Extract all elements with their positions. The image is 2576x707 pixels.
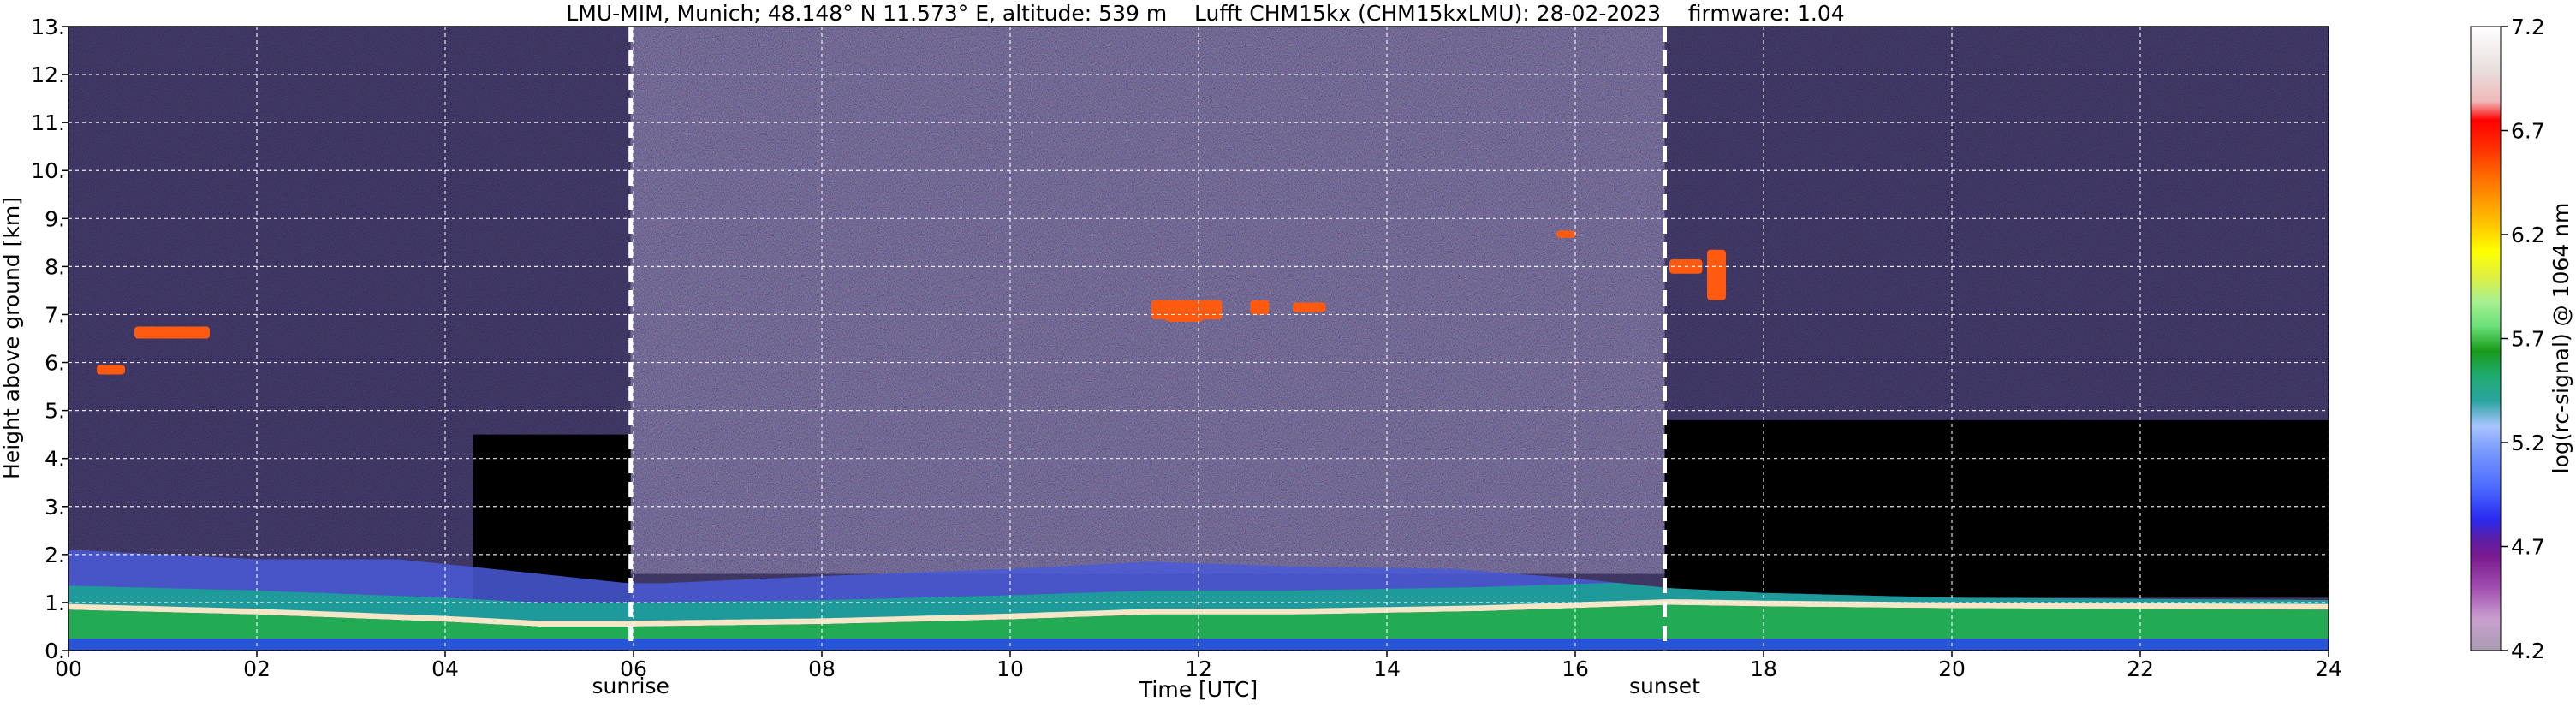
colorbar-ticks: 4.2 4.7 5.2 5.7 6.2 6.7 7.2 xyxy=(2501,15,2545,663)
sun-markers xyxy=(628,27,1667,651)
x-tick-label: 00 xyxy=(55,656,82,681)
y-axis-ticks: 0. 1. 2. 3. 4. 5. 6. 7. 8. 9. 10. 11. 12. 13. xyxy=(31,15,68,663)
y-tick-label: 5. xyxy=(45,399,65,424)
x-tick-label: 04 xyxy=(431,656,459,681)
y-axis-label: Height above ground [km] xyxy=(0,197,24,479)
day-noise xyxy=(630,27,1665,574)
boundary-layer-top-line xyxy=(68,599,2329,627)
colorbar-tick-label: 4.2 xyxy=(2511,639,2545,663)
y-tick-label: 9. xyxy=(45,206,65,231)
chart-title: LMU-MIM, Munich; 48.148° N 11.573° E, al… xyxy=(566,1,1844,26)
colorbar: 4.2 4.7 5.2 5.7 6.2 6.7 7.2 log(rc-signal) @ 1… xyxy=(2470,15,2573,663)
y-tick-label: 8. xyxy=(45,254,65,279)
y-tick-label: 13. xyxy=(31,15,65,39)
y-tick-label: 3. xyxy=(45,495,65,520)
x-tick-label: 16 xyxy=(1562,656,1589,681)
x-tick-label: 22 xyxy=(2127,656,2154,681)
colorbar-label: log(rc-signal) @ 1064 nm xyxy=(2549,203,2573,474)
colorbar-tick-label: 6.7 xyxy=(2511,119,2545,144)
sun-marker-labels: sunrise sunset xyxy=(592,674,1701,698)
clear-air-region-night xyxy=(1664,419,2329,598)
cloud-patch xyxy=(97,365,125,375)
cloud-patch xyxy=(1556,230,1575,238)
grid-lines xyxy=(68,26,2329,651)
cloud-patch xyxy=(134,326,210,339)
y-tick-label: 0. xyxy=(45,639,65,663)
y-tick-label: 7. xyxy=(45,302,65,327)
sunset-label: sunset xyxy=(1629,674,1700,698)
cloud-patch xyxy=(1293,302,1326,312)
cloud-patch xyxy=(1707,249,1726,300)
x-tick-label: 12 xyxy=(1185,656,1212,681)
x-tick-label: 08 xyxy=(808,656,836,681)
cloud-patch xyxy=(1151,300,1223,320)
y-tick-label: 11. xyxy=(31,110,65,135)
x-tick-label: 24 xyxy=(2315,656,2342,681)
cloud-patch xyxy=(1250,300,1270,315)
y-tick-label: 4. xyxy=(45,447,65,472)
colorbar-tick-label: 4.7 xyxy=(2511,535,2545,560)
colorbar-tick-label: 5.7 xyxy=(2511,327,2545,352)
plot-area xyxy=(68,26,2329,651)
colorbar-body xyxy=(2470,26,2502,651)
colorbar-tick-label: 7.2 xyxy=(2511,15,2545,39)
y-tick-label: 10. xyxy=(31,158,65,183)
x-tick-label: 20 xyxy=(1938,656,1966,681)
sunrise-label: sunrise xyxy=(592,674,669,698)
x-axis-ticks: 00 02 04 06 08 10 12 14 16 18 20 22 24 xyxy=(55,651,2342,681)
x-tick-label: 10 xyxy=(996,656,1024,681)
x-tick-label: 18 xyxy=(1750,656,1777,681)
colorbar-tick-label: 6.2 xyxy=(2511,223,2545,247)
x-tick-label: 06 xyxy=(620,656,647,681)
y-tick-label: 6. xyxy=(45,351,65,376)
y-tick-label: 1. xyxy=(45,591,65,615)
colorbar-tick-label: 5.2 xyxy=(2511,431,2545,455)
x-axis-label: Time [UTC] xyxy=(1139,677,1258,702)
x-tick-label: 02 xyxy=(243,656,271,681)
y-tick-label: 2. xyxy=(45,543,65,567)
x-tick-label: 14 xyxy=(1373,656,1401,681)
cloud-patch xyxy=(1165,314,1204,322)
y-tick-label: 12. xyxy=(31,62,65,87)
